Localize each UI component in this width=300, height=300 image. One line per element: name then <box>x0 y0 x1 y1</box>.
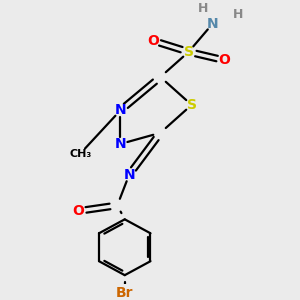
Text: H: H <box>198 2 209 15</box>
Text: O: O <box>73 204 85 218</box>
Text: S: S <box>187 98 196 112</box>
Text: Br: Br <box>116 286 134 300</box>
Text: S: S <box>184 45 194 59</box>
Text: H: H <box>232 8 243 21</box>
Text: N: N <box>207 17 218 31</box>
Text: O: O <box>147 34 159 48</box>
Text: N: N <box>115 137 126 151</box>
Text: N: N <box>123 168 135 182</box>
Text: O: O <box>218 53 230 67</box>
Text: N: N <box>115 103 126 118</box>
Text: CH₃: CH₃ <box>69 149 91 159</box>
